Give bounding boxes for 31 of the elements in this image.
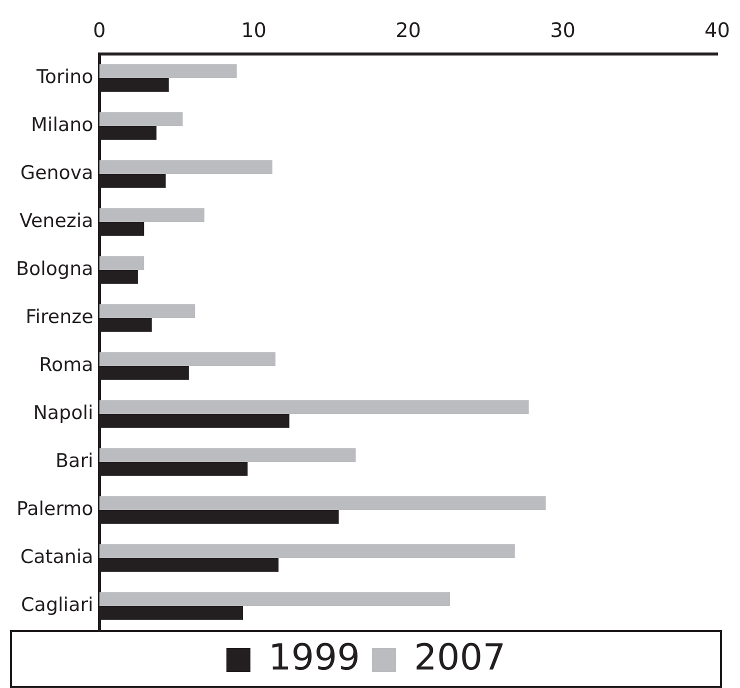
y-tick-label: Milano <box>31 114 94 136</box>
x-tick-label: 40 <box>704 18 730 42</box>
y-tick-label: Torino <box>36 66 94 88</box>
y-tick-label: Bologna <box>16 258 94 280</box>
y-tick-label: Firenze <box>26 306 94 328</box>
y-tick-label: Genova <box>20 162 94 184</box>
legend-label: 2007 <box>414 637 506 678</box>
bar <box>99 448 356 462</box>
bar <box>99 544 515 558</box>
bar <box>99 592 450 606</box>
y-tick-label: Roma <box>39 354 94 376</box>
y-tick-label: Palermo <box>16 498 94 520</box>
bar <box>99 64 237 78</box>
y-tick-label: Bari <box>56 450 94 472</box>
y-tick-label: Cagliari <box>21 594 94 616</box>
bar <box>99 400 529 414</box>
x-tick-label: 10 <box>241 18 267 42</box>
bar <box>99 496 546 510</box>
y-tick-label: Napoli <box>33 402 94 424</box>
bar <box>99 112 183 126</box>
y-tick-label: Venezia <box>19 210 94 232</box>
y-tick-label: Catania <box>20 546 94 568</box>
legend-label: 1999 <box>268 637 360 678</box>
x-tick-label: 30 <box>550 18 576 42</box>
bar <box>99 160 272 174</box>
x-tick-label: 20 <box>396 18 422 42</box>
bar <box>99 304 196 318</box>
x-tick-label: 0 <box>92 18 106 42</box>
bar <box>99 256 144 270</box>
bar <box>99 208 204 222</box>
bar <box>99 352 276 366</box>
